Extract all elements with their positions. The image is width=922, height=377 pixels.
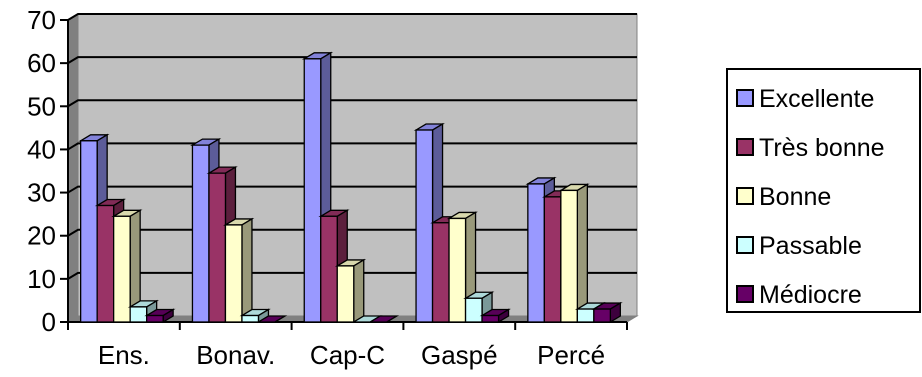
bar xyxy=(367,315,400,323)
y-tick-label: 20 xyxy=(27,221,56,251)
legend-label: Passable xyxy=(759,232,862,260)
gridline xyxy=(67,185,637,194)
y-tick-label: 10 xyxy=(27,264,56,294)
legend-item: Médiocre xyxy=(736,281,862,309)
legend-label: Bonne xyxy=(759,183,831,211)
bar xyxy=(446,211,478,324)
y-tick-label: 50 xyxy=(27,91,56,121)
x-tick-label: Bonav. xyxy=(196,340,275,370)
bar xyxy=(334,258,367,324)
legend-swatch xyxy=(736,236,754,254)
bar xyxy=(239,308,271,324)
bar xyxy=(479,308,511,324)
y-tick-label: 30 xyxy=(27,178,56,208)
gridline xyxy=(67,56,637,65)
gridline xyxy=(67,13,637,21)
legend-item: Très bonne xyxy=(736,134,885,162)
legend-swatch xyxy=(736,138,754,156)
y-tick-label: 60 xyxy=(27,48,56,78)
legend-swatch xyxy=(736,89,754,107)
y-axis: 0 10 20 30 40 50 60 70 xyxy=(27,5,69,337)
legend: Excellente Très bonne Bonne Passable Médiocr… xyxy=(726,68,921,313)
x-tick-label: Ens. xyxy=(98,340,150,370)
legend-item: Bonne xyxy=(736,183,831,211)
bar xyxy=(558,183,590,324)
legend-box xyxy=(726,68,921,313)
legend-label: Très bonne xyxy=(759,134,885,162)
bar xyxy=(256,315,288,323)
gridline xyxy=(67,142,637,151)
legend-swatch xyxy=(736,285,754,303)
x-axis: Ens. Bonav. Cap-C Gaspé Percé xyxy=(67,321,628,370)
gridline xyxy=(67,99,637,108)
bar xyxy=(223,217,255,324)
y-tick-label: 70 xyxy=(27,5,56,35)
y-tick-label: 0 xyxy=(42,307,56,337)
legend-label: Médiocre xyxy=(759,281,862,309)
legend-item: Passable xyxy=(736,232,862,260)
legend-label: Excellente xyxy=(759,85,874,113)
legend-swatch xyxy=(736,187,754,205)
bars xyxy=(78,51,623,324)
x-tick-label: Gaspé xyxy=(421,340,498,370)
x-tick-label: Percé xyxy=(537,340,605,370)
x-tick-label: Cap-C xyxy=(310,340,385,370)
bar xyxy=(591,301,623,324)
legend-item: Excellente xyxy=(736,85,874,113)
y-tick-label: 40 xyxy=(27,134,56,164)
bar xyxy=(144,308,176,324)
